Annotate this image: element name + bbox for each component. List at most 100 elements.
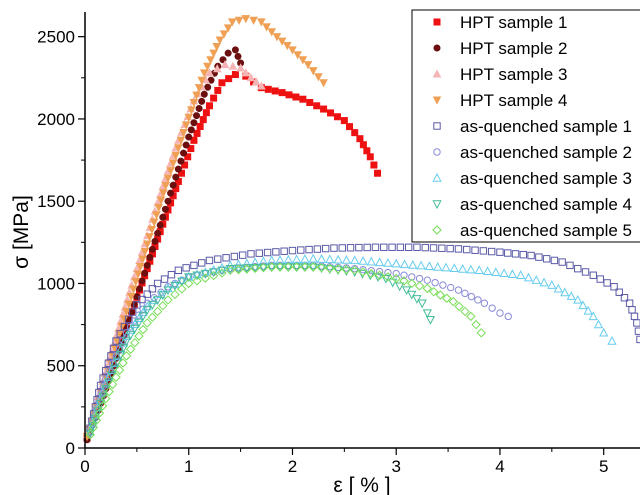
data-point	[415, 274, 424, 283]
data-point	[192, 271, 202, 281]
data-point	[94, 408, 105, 418]
data-point	[107, 379, 118, 390]
data-point	[303, 61, 313, 70]
data-point	[574, 264, 582, 273]
data-point	[138, 277, 146, 285]
data-point	[327, 109, 335, 117]
legend-marker	[433, 122, 441, 130]
data-point	[599, 327, 609, 337]
data-point	[126, 325, 136, 334]
data-point	[333, 264, 343, 274]
data-point	[479, 247, 488, 255]
data-point	[233, 259, 244, 269]
data-point	[154, 229, 162, 237]
data-point	[499, 268, 509, 277]
data-point	[166, 167, 175, 176]
data-point	[184, 273, 194, 282]
data-point	[299, 95, 307, 103]
legend-entry: HPT sample 3	[432, 65, 567, 84]
legend-label: HPT sample 3	[460, 65, 567, 84]
data-point	[177, 157, 185, 165]
data-point	[158, 291, 168, 301]
data-point	[200, 269, 210, 279]
data-point	[466, 264, 476, 274]
data-point	[340, 117, 348, 125]
data-point	[316, 254, 327, 263]
data-point	[185, 133, 193, 141]
data-point	[366, 256, 376, 266]
legend-entry: HPT sample 4	[432, 91, 567, 110]
data-point	[205, 102, 213, 110]
data-point	[319, 79, 328, 88]
data-point	[414, 281, 425, 291]
data-point	[371, 243, 380, 251]
data-point	[325, 265, 335, 275]
data-point	[407, 278, 417, 289]
data-point	[217, 268, 227, 278]
data-point	[291, 263, 302, 273]
data-point	[215, 36, 225, 45]
data-point	[192, 269, 202, 279]
data-point	[142, 306, 152, 315]
data-point	[278, 89, 286, 97]
data-point	[161, 181, 170, 191]
data-point	[392, 269, 400, 278]
data-point	[133, 301, 141, 309]
data-point	[101, 393, 111, 404]
data-point	[615, 288, 623, 296]
legend-entry: HPT sample 2	[433, 39, 567, 58]
data-point	[124, 300, 134, 309]
data-point	[204, 83, 212, 91]
data-point	[121, 337, 132, 347]
data-point	[297, 246, 305, 254]
data-point	[141, 269, 149, 277]
data-point	[416, 260, 426, 270]
data-point	[88, 422, 99, 433]
data-point	[363, 147, 371, 155]
data-point	[596, 275, 604, 283]
data-point	[542, 255, 551, 263]
x-tick-label: 1	[184, 457, 193, 476]
data-point	[446, 283, 455, 292]
data-point	[474, 265, 484, 275]
data-point	[225, 265, 235, 276]
data-point	[282, 41, 292, 51]
data-point	[358, 256, 368, 265]
data-point	[210, 94, 218, 102]
data-point	[184, 153, 192, 161]
data-point	[391, 258, 401, 268]
data-point	[218, 79, 226, 87]
x-tick-label: 5	[599, 457, 608, 476]
data-point	[152, 211, 161, 220]
data-point	[85, 430, 95, 440]
data-point	[391, 273, 401, 284]
data-point	[507, 269, 518, 278]
data-point	[135, 311, 143, 319]
data-point	[275, 262, 285, 272]
data-point	[359, 141, 367, 149]
data-point	[168, 159, 178, 168]
data-point	[139, 305, 147, 313]
data-point	[190, 261, 198, 270]
data-point	[255, 249, 263, 257]
data-point	[496, 309, 504, 317]
data-point	[177, 284, 187, 294]
data-point	[275, 263, 285, 273]
data-point	[104, 386, 114, 397]
data-point	[130, 324, 140, 334]
x-tick-label: 4	[495, 457, 504, 476]
data-point	[471, 319, 481, 330]
data-point	[163, 283, 173, 293]
data-point	[291, 254, 302, 264]
data-point	[190, 136, 198, 144]
data-point	[487, 247, 496, 256]
data-point	[519, 250, 527, 259]
data-point	[192, 91, 201, 100]
data-point	[184, 278, 194, 289]
legend-label: HPT sample 1	[460, 13, 567, 32]
data-point	[231, 71, 239, 79]
data-point	[95, 399, 106, 409]
data-point	[142, 318, 152, 328]
data-point	[200, 69, 209, 78]
data-point	[118, 358, 128, 368]
